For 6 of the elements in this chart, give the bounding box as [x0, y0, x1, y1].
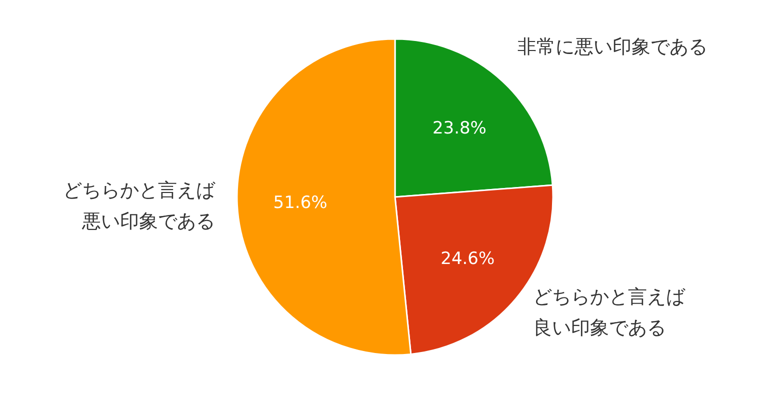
slice-label: 非常に悪い印象である: [517, 36, 708, 58]
data-label: 51.6%: [273, 192, 328, 213]
slice-label: どちらかと言えば悪い印象である: [63, 180, 216, 233]
data-label: 24.6%: [440, 248, 495, 269]
data-label: 23.8%: [432, 118, 486, 138]
slice-label: どちらかと言えば良い印象である: [532, 286, 686, 340]
